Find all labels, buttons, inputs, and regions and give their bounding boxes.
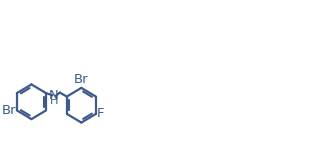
- Text: Br: Br: [74, 73, 89, 86]
- Text: Br: Br: [1, 104, 16, 117]
- Text: N: N: [49, 89, 59, 102]
- Text: F: F: [97, 107, 104, 120]
- Text: H: H: [50, 96, 58, 106]
